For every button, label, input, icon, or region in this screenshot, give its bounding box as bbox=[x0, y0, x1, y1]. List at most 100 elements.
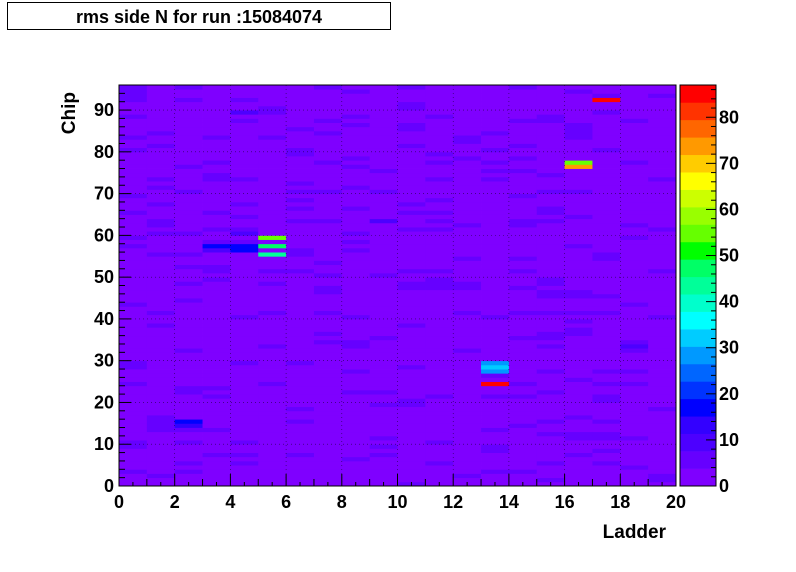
heatmap-cell bbox=[341, 93, 371, 98]
heatmap-cell bbox=[397, 197, 426, 203]
heatmap-cell bbox=[397, 118, 426, 123]
heatmap-cell bbox=[119, 352, 148, 357]
heatmap-cell bbox=[119, 243, 148, 249]
heatmap-cell bbox=[230, 252, 259, 257]
heatmap-cell bbox=[592, 172, 621, 178]
heatmap-cell bbox=[453, 440, 482, 445]
heatmap-cell bbox=[369, 239, 398, 245]
heatmap-cell bbox=[230, 206, 259, 211]
heatmap-cell bbox=[202, 402, 231, 408]
heatmap-cell bbox=[397, 398, 426, 403]
heatmap-cell bbox=[536, 293, 565, 299]
heatmap-cell bbox=[174, 444, 203, 449]
heatmap-cell bbox=[564, 469, 593, 474]
heatmap-cell bbox=[564, 185, 593, 190]
heatmap-cell bbox=[174, 394, 203, 399]
heatmap-cell bbox=[313, 298, 343, 303]
heatmap-cell bbox=[146, 298, 176, 303]
heatmap-cell bbox=[146, 302, 176, 307]
heatmap-cell bbox=[313, 164, 343, 169]
heatmap-cell bbox=[536, 331, 565, 337]
heatmap-cell bbox=[258, 456, 287, 462]
heatmap-cell bbox=[453, 465, 482, 470]
heatmap-cell bbox=[286, 281, 315, 286]
heatmap-cell bbox=[341, 247, 371, 253]
heatmap-cell bbox=[481, 243, 510, 249]
heatmap-cell bbox=[648, 239, 677, 245]
heatmap-cell bbox=[425, 343, 454, 349]
heatmap-cell bbox=[564, 281, 593, 286]
heatmap-cell bbox=[508, 122, 538, 128]
heatmap-cell bbox=[286, 227, 315, 232]
heatmap-cell bbox=[453, 318, 482, 324]
heatmap-cell bbox=[425, 460, 454, 466]
heatmap-cell bbox=[258, 235, 287, 240]
heatmap-cell bbox=[592, 218, 621, 224]
heatmap-cell bbox=[592, 465, 621, 470]
heatmap-cell bbox=[174, 210, 203, 215]
heatmap-cell bbox=[230, 289, 259, 295]
heatmap-cell bbox=[202, 327, 231, 332]
heatmap-cell bbox=[258, 160, 287, 165]
heatmap-cell bbox=[174, 460, 203, 466]
heatmap-cell bbox=[146, 97, 176, 103]
heatmap-cell bbox=[592, 272, 621, 278]
heatmap-cell bbox=[453, 281, 482, 286]
heatmap-cell bbox=[648, 147, 677, 153]
heatmap-cell bbox=[536, 465, 565, 470]
heatmap-cell bbox=[174, 452, 203, 458]
heatmap-cell bbox=[258, 452, 287, 458]
heatmap-cell bbox=[620, 118, 649, 123]
heatmap-cell bbox=[369, 231, 398, 236]
heatmap-cell bbox=[369, 289, 398, 295]
heatmap-cell bbox=[202, 101, 231, 107]
heatmap-cell bbox=[648, 348, 677, 353]
heatmap-cell bbox=[341, 160, 371, 165]
heatmap-cell bbox=[313, 85, 343, 90]
heatmap-cell bbox=[369, 139, 398, 144]
heatmap-cell bbox=[425, 377, 454, 382]
heatmap-cell bbox=[202, 201, 231, 207]
heatmap-cell bbox=[508, 105, 538, 111]
heatmap-cell bbox=[341, 473, 371, 479]
heatmap-cell bbox=[397, 168, 426, 174]
heatmap-cell bbox=[174, 160, 203, 165]
heatmap-cell bbox=[146, 281, 176, 286]
heatmap-cell bbox=[620, 231, 649, 236]
heatmap-cell bbox=[425, 465, 454, 470]
y-axis-label: Chip bbox=[59, 92, 80, 134]
heatmap-cell bbox=[174, 339, 203, 345]
heatmap-cell bbox=[369, 335, 398, 341]
heatmap-cell bbox=[620, 435, 649, 441]
heatmap-cell bbox=[620, 335, 649, 341]
heatmap-cell bbox=[453, 210, 482, 215]
heatmap-cell bbox=[425, 147, 454, 153]
heatmap-cell bbox=[620, 164, 649, 169]
heatmap-cell bbox=[286, 339, 315, 345]
heatmap-cell bbox=[648, 97, 677, 103]
heatmap-cell bbox=[119, 105, 148, 111]
heatmap-cell bbox=[620, 260, 649, 266]
heatmap-cell bbox=[119, 394, 148, 399]
heatmap-cell bbox=[453, 373, 482, 378]
heatmap-cell bbox=[620, 156, 649, 161]
heatmap-cell bbox=[258, 93, 287, 98]
heatmap-cell bbox=[508, 310, 538, 316]
heatmap-cell bbox=[230, 456, 259, 462]
heatmap-cell bbox=[508, 385, 538, 391]
x-axis-label: Ladder bbox=[603, 522, 667, 543]
heatmap-cell bbox=[453, 394, 482, 399]
heatmap-cell bbox=[481, 256, 510, 261]
heatmap-cell bbox=[146, 306, 176, 311]
heatmap-cell bbox=[369, 264, 398, 270]
heatmap-cell bbox=[146, 339, 176, 345]
heatmap-cell bbox=[119, 377, 148, 382]
heatmap-cell bbox=[174, 114, 203, 119]
heatmap-cell bbox=[620, 247, 649, 253]
heatmap-cell bbox=[508, 243, 538, 249]
heatmap-cell bbox=[286, 373, 315, 378]
heatmap-cell bbox=[174, 143, 203, 149]
heatmap-cell bbox=[425, 414, 454, 420]
heatmap-cell bbox=[508, 185, 538, 190]
heatmap-cell bbox=[313, 389, 343, 395]
